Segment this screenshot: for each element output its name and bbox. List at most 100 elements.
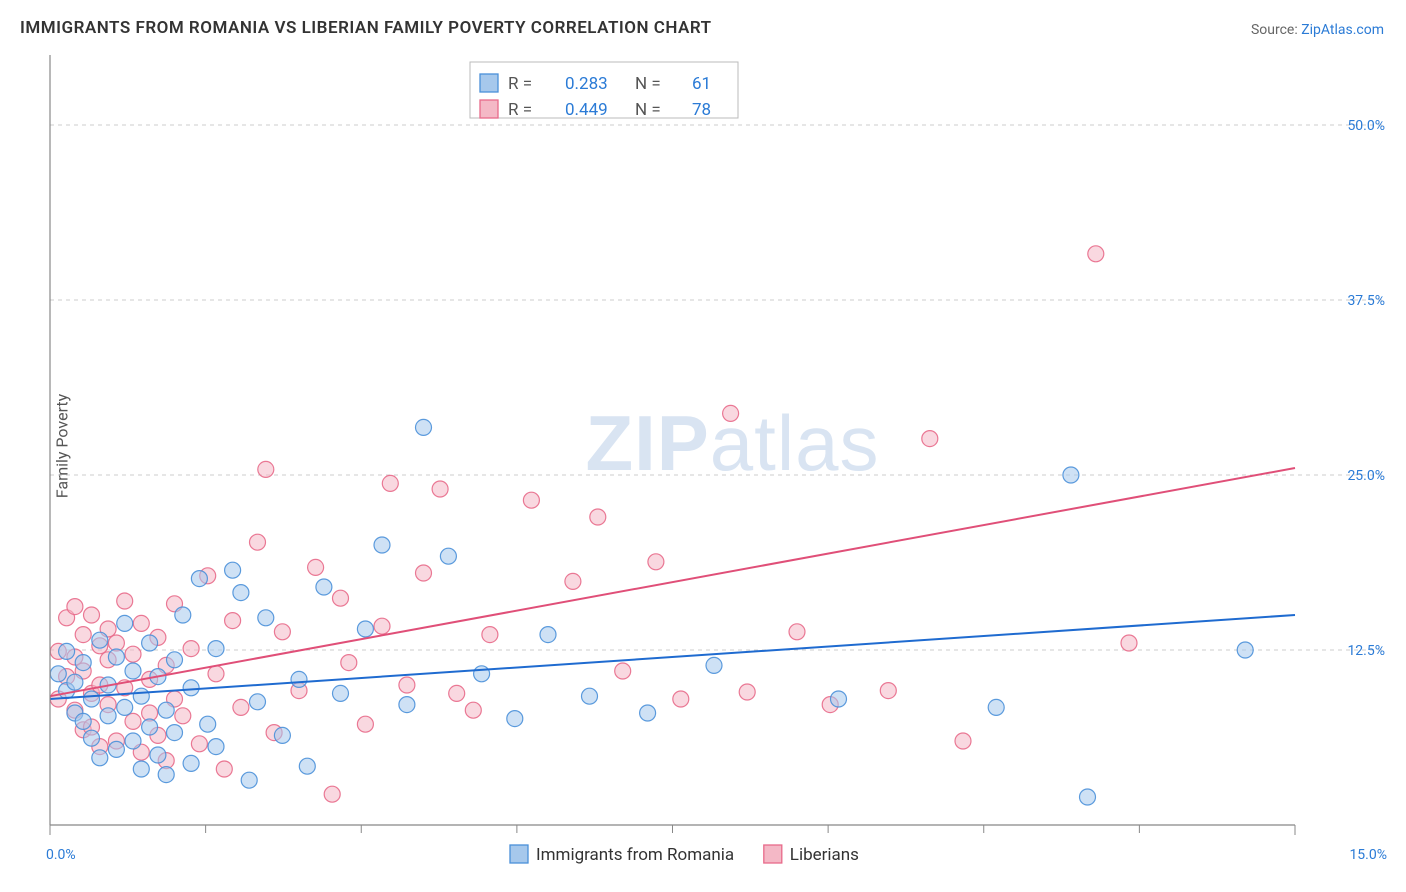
data-point[interactable] xyxy=(955,733,971,749)
data-point[interactable] xyxy=(1121,635,1137,651)
data-point[interactable] xyxy=(133,615,149,631)
data-point[interactable] xyxy=(167,652,183,668)
data-point[interactable] xyxy=(565,573,581,589)
data-point[interactable] xyxy=(183,641,199,657)
data-point[interactable] xyxy=(258,461,274,477)
data-point[interactable] xyxy=(50,666,66,682)
data-point[interactable] xyxy=(133,761,149,777)
data-point[interactable] xyxy=(789,624,805,640)
data-point[interactable] xyxy=(291,671,307,687)
data-point[interactable] xyxy=(988,699,1004,715)
data-point[interactable] xyxy=(75,655,91,671)
data-point[interactable] xyxy=(316,579,332,595)
data-point[interactable] xyxy=(175,708,191,724)
data-point[interactable] xyxy=(59,643,75,659)
data-point[interactable] xyxy=(117,593,133,609)
data-point[interactable] xyxy=(399,697,415,713)
data-point[interactable] xyxy=(250,534,266,550)
data-point[interactable] xyxy=(673,691,689,707)
data-point[interactable] xyxy=(640,705,656,721)
data-point[interactable] xyxy=(333,590,349,606)
data-point[interactable] xyxy=(324,786,340,802)
data-point[interactable] xyxy=(482,627,498,643)
data-point[interactable] xyxy=(142,719,158,735)
data-point[interactable] xyxy=(1080,789,1096,805)
data-point[interactable] xyxy=(208,666,224,682)
data-point[interactable] xyxy=(108,649,124,665)
data-point[interactable] xyxy=(474,666,490,682)
data-point[interactable] xyxy=(1088,246,1104,262)
data-point[interactable] xyxy=(333,685,349,701)
data-point[interactable] xyxy=(357,716,373,732)
data-point[interactable] xyxy=(582,688,598,704)
data-point[interactable] xyxy=(258,610,274,626)
data-point[interactable] xyxy=(117,615,133,631)
data-point[interactable] xyxy=(250,694,266,710)
data-point[interactable] xyxy=(117,699,133,715)
data-point[interactable] xyxy=(274,727,290,743)
data-point[interactable] xyxy=(150,747,166,763)
data-point[interactable] xyxy=(233,699,249,715)
data-point[interactable] xyxy=(84,730,100,746)
data-point[interactable] xyxy=(92,632,108,648)
data-point[interactable] xyxy=(200,716,216,732)
data-point[interactable] xyxy=(84,691,100,707)
data-point[interactable] xyxy=(382,475,398,491)
data-point[interactable] xyxy=(615,663,631,679)
data-point[interactable] xyxy=(92,750,108,766)
data-point[interactable] xyxy=(274,624,290,640)
data-point[interactable] xyxy=(100,708,116,724)
data-point[interactable] xyxy=(125,646,141,662)
data-point[interactable] xyxy=(67,599,83,615)
data-point[interactable] xyxy=(308,559,324,575)
data-point[interactable] xyxy=(399,677,415,693)
data-point[interactable] xyxy=(183,680,199,696)
data-point[interactable] xyxy=(540,627,556,643)
data-point[interactable] xyxy=(84,607,100,623)
data-point[interactable] xyxy=(465,702,481,718)
data-point[interactable] xyxy=(523,492,539,508)
data-point[interactable] xyxy=(831,691,847,707)
data-point[interactable] xyxy=(341,655,357,671)
data-point[interactable] xyxy=(416,565,432,581)
data-point[interactable] xyxy=(374,618,390,634)
data-point[interactable] xyxy=(880,683,896,699)
data-point[interactable] xyxy=(374,537,390,553)
data-point[interactable] xyxy=(449,685,465,701)
data-point[interactable] xyxy=(175,607,191,623)
data-point[interactable] xyxy=(440,548,456,564)
data-point[interactable] xyxy=(922,431,938,447)
data-point[interactable] xyxy=(233,585,249,601)
data-point[interactable] xyxy=(1063,467,1079,483)
data-point[interactable] xyxy=(723,405,739,421)
data-point[interactable] xyxy=(142,635,158,651)
data-point[interactable] xyxy=(416,419,432,435)
data-point[interactable] xyxy=(208,739,224,755)
data-point[interactable] xyxy=(432,481,448,497)
data-point[interactable] xyxy=(191,571,207,587)
data-point[interactable] xyxy=(133,688,149,704)
data-point[interactable] xyxy=(507,711,523,727)
data-point[interactable] xyxy=(158,767,174,783)
data-point[interactable] xyxy=(108,741,124,757)
data-point[interactable] xyxy=(299,758,315,774)
data-point[interactable] xyxy=(225,613,241,629)
data-point[interactable] xyxy=(590,509,606,525)
data-point[interactable] xyxy=(216,761,232,777)
data-point[interactable] xyxy=(67,674,83,690)
data-point[interactable] xyxy=(75,627,91,643)
data-point[interactable] xyxy=(158,702,174,718)
data-point[interactable] xyxy=(225,562,241,578)
data-point[interactable] xyxy=(739,684,755,700)
data-point[interactable] xyxy=(241,772,257,788)
data-point[interactable] xyxy=(125,713,141,729)
data-point[interactable] xyxy=(167,725,183,741)
data-point[interactable] xyxy=(125,663,141,679)
data-point[interactable] xyxy=(183,755,199,771)
data-point[interactable] xyxy=(1237,642,1253,658)
data-point[interactable] xyxy=(706,657,722,673)
data-point[interactable] xyxy=(208,641,224,657)
data-point[interactable] xyxy=(125,733,141,749)
data-point[interactable] xyxy=(75,713,91,729)
data-point[interactable] xyxy=(648,554,664,570)
